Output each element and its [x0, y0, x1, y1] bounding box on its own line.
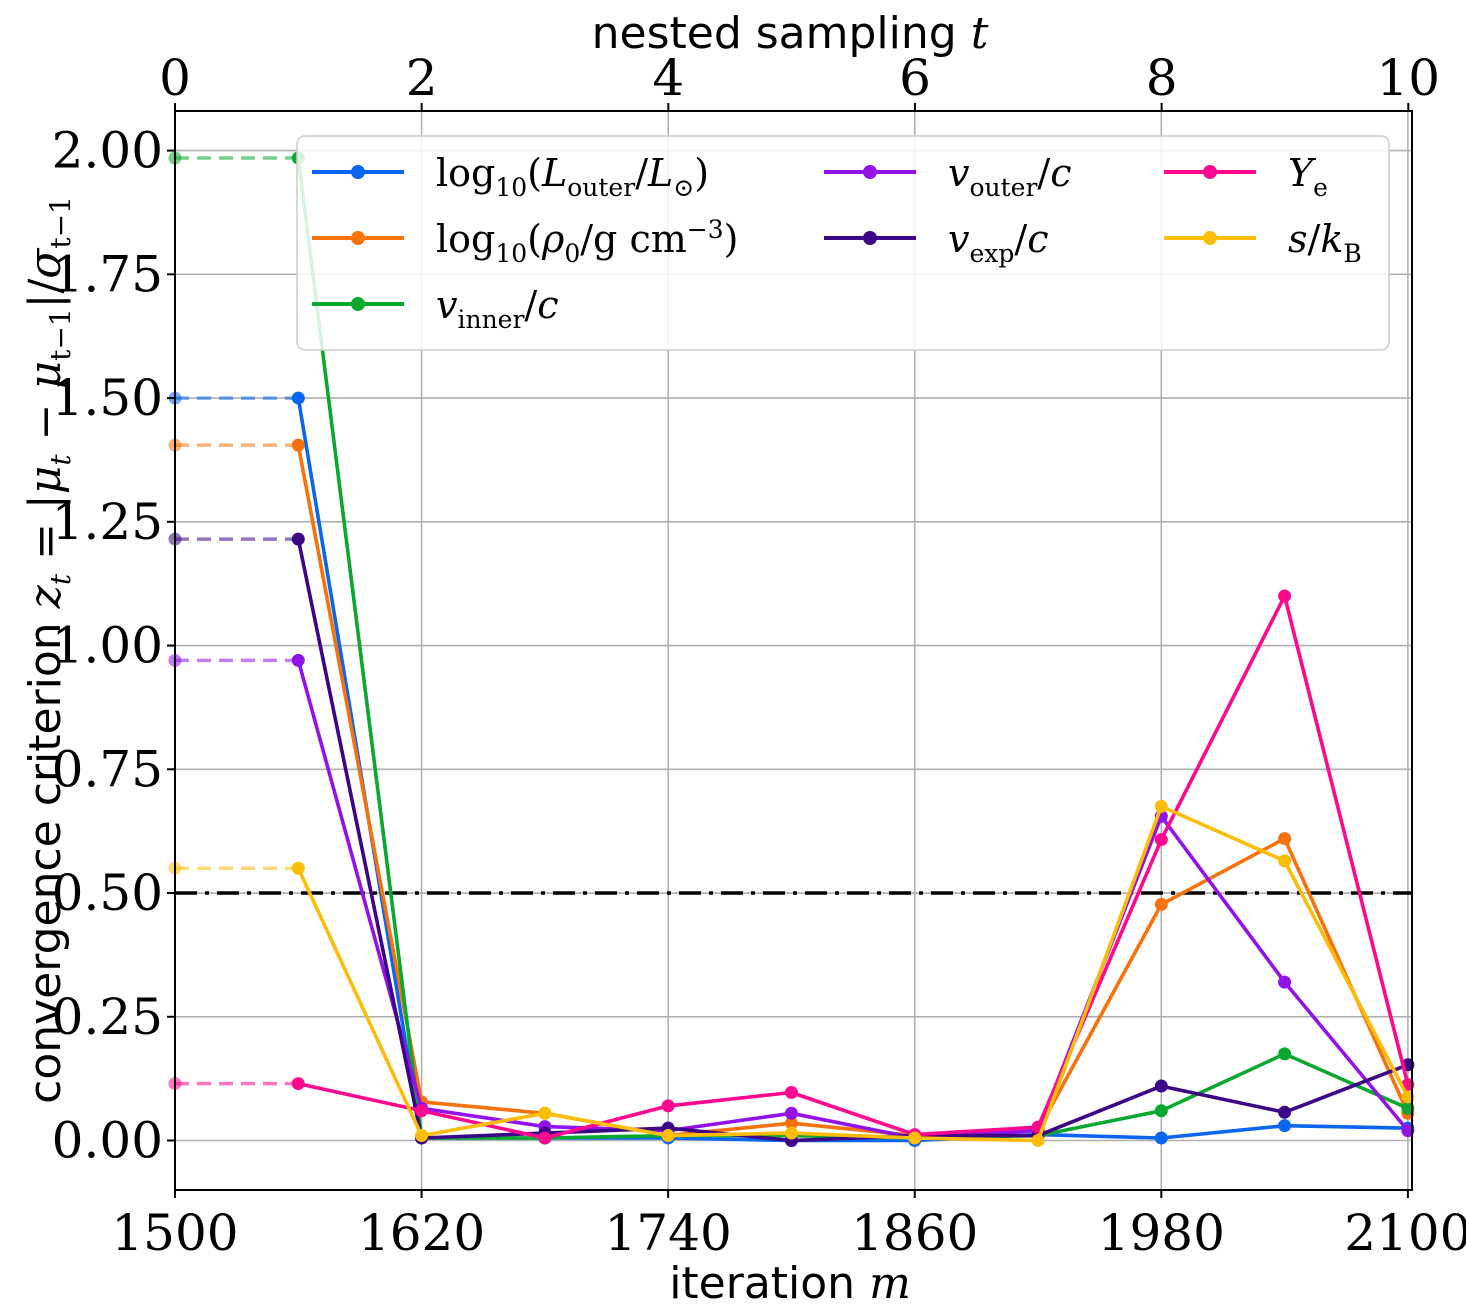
series-line — [296, 804, 1410, 1143]
data-point — [1278, 1119, 1292, 1133]
legend-entry-6: s/kB — [1164, 217, 1362, 268]
top-tick-label: 4 — [652, 49, 684, 107]
data-point — [1154, 1104, 1168, 1118]
data-point — [784, 1085, 798, 1099]
data-point — [1154, 1131, 1168, 1145]
series-6 — [168, 799, 1415, 1148]
legend-marker — [1203, 231, 1217, 245]
series-group — [168, 151, 1415, 1148]
legend-label: s/kB — [1288, 217, 1362, 268]
data-point — [784, 1126, 798, 1140]
legend-label: Ye — [1288, 151, 1328, 202]
x-axis-label: iteration m — [669, 1258, 911, 1309]
legend-marker — [351, 297, 365, 311]
data-point — [1278, 832, 1292, 846]
legend-marker — [351, 165, 365, 179]
x-tick-label: 1620 — [358, 1204, 485, 1262]
legend-label: vinner/c — [436, 283, 559, 334]
data-point — [538, 1131, 552, 1145]
x-tick-label: 1740 — [605, 1204, 732, 1262]
data-point — [291, 391, 305, 405]
legend-entry-2: vinner/c — [312, 283, 559, 334]
legend-entry-1: log10(ρ0/g cm−3) — [312, 215, 738, 268]
y-tick-label: 2.00 — [52, 122, 163, 180]
y-tick-label: 0.25 — [52, 988, 163, 1046]
legend-entry-3: vouter/c — [824, 151, 1072, 202]
y-tick-label: 1.75 — [52, 245, 163, 303]
top-tick-label: 6 — [899, 49, 931, 107]
series-line — [296, 659, 1410, 1140]
top-tick-label: 2 — [406, 49, 438, 107]
legend-label: log10(Louter/L⊙) — [436, 151, 709, 202]
top-tick-label: 10 — [1376, 49, 1440, 107]
series-line — [296, 444, 1410, 1138]
x-tick-label: 2100 — [1344, 1204, 1466, 1262]
top-x-axis-label: nested sampling t — [592, 8, 989, 59]
y-tick-label: 0.75 — [52, 740, 163, 798]
x-tick-label: 1860 — [851, 1204, 978, 1262]
data-point — [291, 532, 305, 546]
data-point — [661, 1099, 675, 1113]
y-tick-label: 1.00 — [52, 617, 163, 675]
axes-box — [174, 110, 1413, 1191]
legend-marker — [863, 231, 877, 245]
legend-label: log10(ρ0/g cm−3) — [436, 215, 738, 268]
data-point — [1154, 799, 1168, 813]
data-point — [538, 1106, 552, 1120]
plot-frame — [167, 103, 1413, 1198]
series-3 — [168, 653, 1415, 1145]
top-tick-label: 0 — [159, 49, 191, 107]
y-tick-label: 0.00 — [52, 1112, 163, 1170]
data-point — [1278, 1105, 1292, 1119]
series-line — [297, 594, 1410, 1140]
data-point — [1278, 975, 1292, 989]
x-tick-label: 1500 — [111, 1204, 238, 1262]
y-tick-label: 0.50 — [52, 864, 163, 922]
series-line — [296, 538, 1409, 1143]
legend-marker — [1203, 165, 1217, 179]
series-1 — [168, 438, 1415, 1143]
data-point — [415, 1104, 429, 1118]
data-point — [784, 1116, 798, 1130]
legend-entry-4: vexp/c — [824, 217, 1048, 268]
data-point — [1154, 897, 1168, 911]
y-tick-label: 1.50 — [52, 369, 163, 427]
legend-label: vouter/c — [948, 151, 1072, 202]
data-point — [291, 653, 305, 667]
data-point — [661, 1129, 675, 1143]
data-point — [1154, 833, 1168, 847]
y-tick-label: 1.25 — [52, 493, 163, 551]
x-tick-label: 1980 — [1098, 1204, 1225, 1262]
data-point — [908, 1131, 922, 1145]
data-point — [415, 1129, 429, 1143]
legend-label: vexp/c — [948, 217, 1048, 268]
data-point — [784, 1106, 798, 1120]
data-point — [1278, 854, 1292, 868]
data-point — [1278, 589, 1292, 603]
legend-marker — [863, 165, 877, 179]
legend-entry-0: log10(Louter/L⊙) — [312, 151, 709, 202]
legend-box — [296, 135, 1390, 351]
tick-labels: 1500 1620 1740 1860 1980 21000.000.250.500.75… — [52, 49, 1466, 1262]
top-tick-label: 8 — [1146, 49, 1178, 107]
legend: log10(Louter/L⊙) log10(ρ0/g cm−3) vinner/c… — [296, 135, 1390, 351]
data-point — [291, 438, 305, 452]
legend-marker — [351, 231, 365, 245]
data-point — [1154, 1079, 1168, 1093]
data-point — [1278, 1047, 1292, 1061]
data-point — [291, 1077, 305, 1091]
data-point — [1031, 1134, 1045, 1148]
data-point — [291, 861, 305, 875]
legend-entry-5: Ye — [1164, 151, 1328, 202]
y-axis-label: convergence criterion zt = |μt − μt−1|/σ… — [20, 196, 77, 1104]
